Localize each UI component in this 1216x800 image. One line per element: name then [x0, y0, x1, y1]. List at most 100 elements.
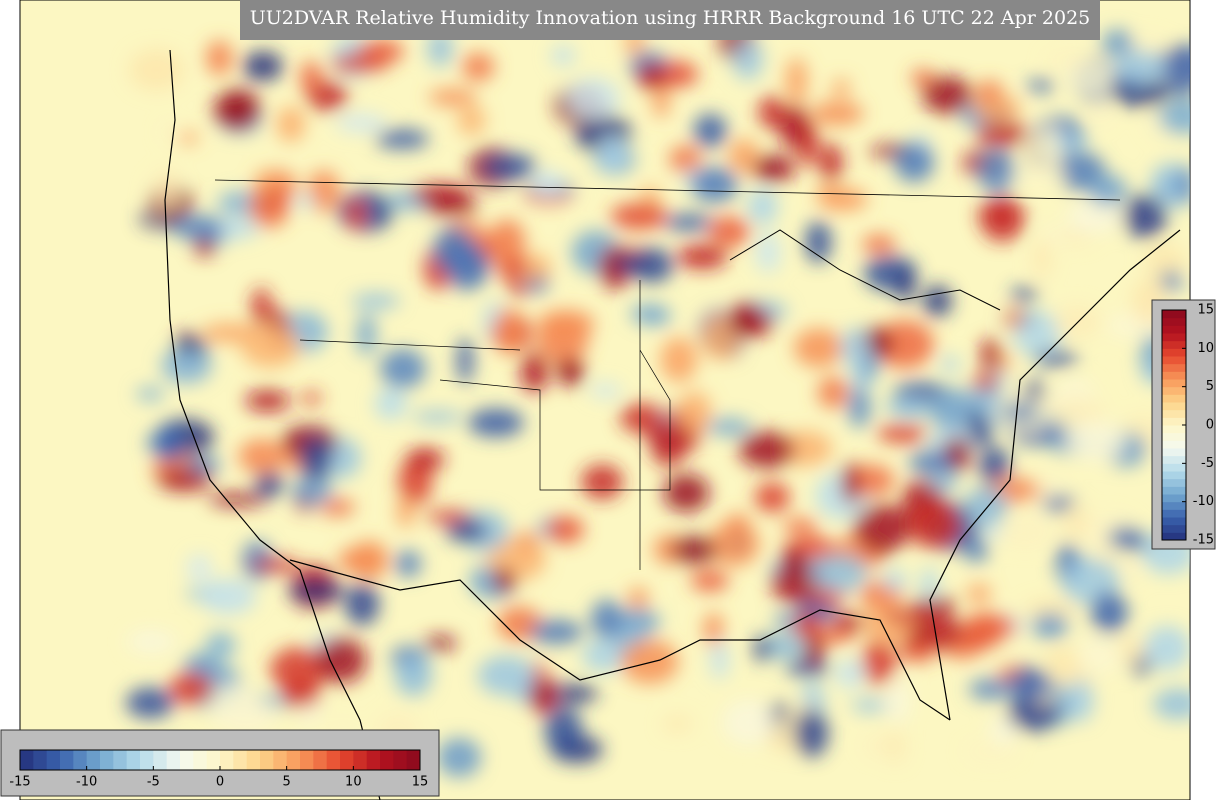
- field-blob: [614, 253, 650, 273]
- field-blob: [1066, 679, 1094, 722]
- field-blob: [194, 235, 216, 257]
- field-blob: [677, 391, 712, 434]
- field-blob: [752, 154, 796, 183]
- colorbar-cell: [1162, 509, 1186, 518]
- field-blob: [291, 477, 333, 506]
- field-blob: [1010, 287, 1038, 302]
- field-blob: [337, 191, 394, 232]
- colorbar-cell: [1162, 402, 1186, 411]
- field-blob: [590, 599, 624, 640]
- field-blob: [841, 462, 860, 505]
- field-blob: [215, 88, 261, 131]
- field-blob: [242, 51, 283, 82]
- field-blob: [693, 113, 728, 148]
- field-blob: [972, 373, 999, 391]
- state-lines: [299, 280, 671, 570]
- field-blob: [270, 647, 328, 692]
- field-blob: [708, 521, 760, 567]
- field-blob: [628, 586, 648, 611]
- field-blob: [293, 194, 317, 208]
- colorbar-cell: [1162, 432, 1186, 441]
- field-blob: [394, 653, 433, 697]
- field-blob: [507, 281, 530, 296]
- colorbar-cell: [246, 750, 261, 770]
- field-blob: [677, 244, 728, 270]
- field-blob: [967, 583, 992, 605]
- field-blob: [1033, 350, 1078, 367]
- west-coast: [164, 49, 381, 800]
- colorbar-cell: [1162, 471, 1186, 480]
- field-blob: [245, 390, 290, 412]
- field-blob: [930, 388, 977, 431]
- field-blob: [637, 310, 671, 326]
- field-blob: [537, 309, 595, 339]
- tick-label: -5: [1201, 456, 1214, 471]
- colorbar-cell: [406, 750, 421, 770]
- field-blob: [853, 504, 911, 553]
- field-blob: [299, 437, 333, 482]
- field-blob: [178, 131, 199, 145]
- field-blob: [738, 431, 795, 469]
- field-blob: [433, 226, 475, 275]
- field-blob: [528, 678, 558, 714]
- colorbar-cell: [1162, 340, 1186, 349]
- colorbar-cell: [1162, 394, 1186, 403]
- field-blob: [732, 38, 764, 80]
- boundaries: [164, 49, 1181, 800]
- tick-label: 5: [283, 775, 291, 790]
- field-blob: [546, 516, 584, 544]
- field-blob: [998, 518, 1051, 548]
- field-blob: [753, 635, 771, 663]
- field-blob: [598, 134, 628, 173]
- field-blob: [1066, 60, 1118, 96]
- field-blob: [276, 106, 305, 143]
- colorbar-cell: [1162, 532, 1186, 541]
- field-blob: [817, 376, 849, 409]
- field-blob: [1177, 165, 1190, 206]
- field-blob: [356, 313, 377, 356]
- field-blob: [394, 550, 422, 578]
- field-blob: [482, 153, 537, 181]
- colorbar-cell: [1162, 348, 1186, 357]
- field-blob: [636, 62, 667, 90]
- colorbar-cell: [1162, 333, 1186, 342]
- field-blob: [1020, 134, 1049, 166]
- field-blob: [811, 628, 855, 644]
- field-blob: [976, 122, 1030, 147]
- field-blob: [1175, 88, 1190, 101]
- field-blob: [187, 554, 212, 583]
- field-blob: [437, 737, 482, 778]
- field-blob: [785, 57, 808, 105]
- field-blob: [493, 568, 516, 593]
- field-blob: [251, 287, 272, 328]
- colorbar-cell: [113, 750, 128, 770]
- field-blob: [1107, 526, 1144, 549]
- field-blob: [884, 728, 906, 764]
- field-blob: [1101, 29, 1134, 57]
- colorbar-cell: [20, 750, 34, 770]
- colorbar-cell: [1162, 310, 1186, 319]
- field-blob: [899, 642, 936, 663]
- field-blob: [357, 39, 404, 64]
- field-blob: [884, 610, 930, 624]
- field-blob: [424, 635, 457, 651]
- field-blob: [238, 439, 286, 474]
- colorbar-cell: [300, 750, 314, 770]
- tick-label: -5: [147, 775, 160, 790]
- field-blob: [832, 78, 851, 98]
- field-blob: [989, 714, 1018, 745]
- field-blob: [346, 198, 366, 231]
- field-blob: [974, 95, 1021, 123]
- field-blob: [160, 347, 212, 384]
- field-blob: [710, 640, 729, 680]
- colorbar-cell: [126, 750, 141, 770]
- field-blob: [781, 547, 805, 572]
- field-blob: [254, 170, 273, 196]
- colorbar-cell: [73, 750, 88, 770]
- field-blob: [158, 421, 183, 463]
- colorbar-cell: [353, 750, 368, 770]
- colorbar-cell: [1162, 317, 1186, 326]
- field-blob: [1144, 625, 1190, 671]
- field-blob: [977, 148, 1016, 194]
